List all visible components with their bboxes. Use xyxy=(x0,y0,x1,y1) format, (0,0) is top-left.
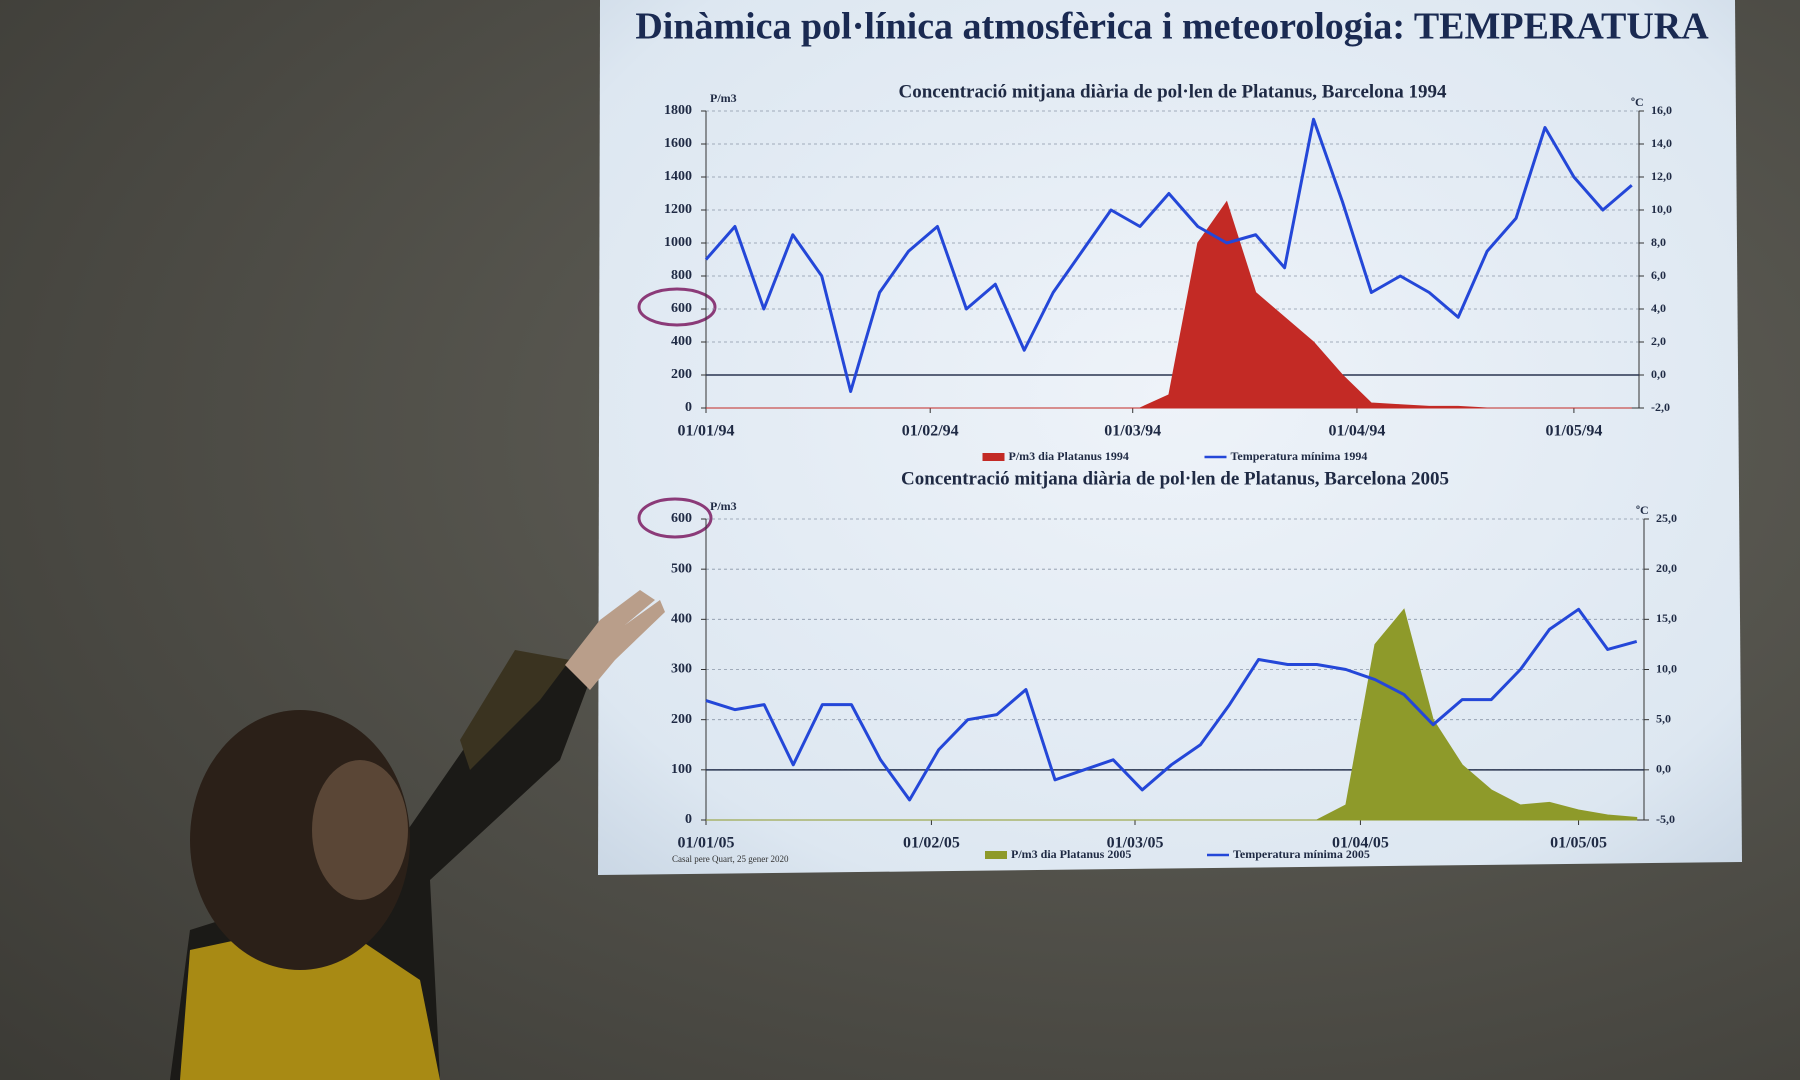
y-tick-label: 400 xyxy=(671,334,692,349)
x-tick-label: 01/01/94 xyxy=(678,423,735,440)
x-tick-label: 01/03/94 xyxy=(1104,423,1161,440)
y2-tick-label: 25,0 xyxy=(1656,511,1677,525)
x-tick-label: 01/04/05 xyxy=(1332,835,1389,852)
highlight-circle xyxy=(637,287,717,327)
y-tick-label: 600 xyxy=(671,511,692,526)
y2-tick-label: 6,0 xyxy=(1651,268,1666,282)
legend-label: P/m3 dia Platanus 2005 xyxy=(1011,847,1131,861)
y2-tick-label: 4,0 xyxy=(1651,301,1666,315)
y-tick-label: 600 xyxy=(671,301,692,316)
chart-title: Concentració mitjana diària de pol·len d… xyxy=(898,81,1447,102)
highlight-circle xyxy=(637,497,713,539)
presenter-hand xyxy=(565,590,665,690)
y-tick-label: 1200 xyxy=(664,202,692,217)
y2-tick-label: 16,0 xyxy=(1651,103,1672,117)
presenter-body xyxy=(180,920,440,1080)
y-tick-label: 1600 xyxy=(664,136,692,151)
y-tick-label: 0 xyxy=(685,812,692,827)
y2-tick-label: 10,0 xyxy=(1656,661,1677,675)
x-tick-label: 01/02/05 xyxy=(903,835,960,852)
x-tick-label: 01/01/05 xyxy=(678,835,735,852)
y2-tick-label: 2,0 xyxy=(1651,334,1666,348)
presenter xyxy=(170,590,665,1080)
presenter-sleeve xyxy=(460,650,570,770)
y2-tick-label: -5,0 xyxy=(1656,812,1675,826)
charts: Concentració mitjana diària de pol·len d… xyxy=(664,81,1677,860)
y2-tick-label: 8,0 xyxy=(1651,235,1666,249)
y2-tick-label: 12,0 xyxy=(1651,169,1672,183)
y2-tick-label: -2,0 xyxy=(1651,400,1670,414)
y-tick-label: 500 xyxy=(671,561,692,576)
y2-tick-label: 10,0 xyxy=(1651,202,1672,216)
y-tick-label: 1800 xyxy=(664,103,692,118)
y2-tick-label: 0,0 xyxy=(1656,762,1671,776)
legend-label: Temperatura mínima 1994 xyxy=(1231,449,1368,463)
y2-axis-label: ºC xyxy=(1636,503,1649,517)
footnote: Casal pere Quart, 25 gener 2020 xyxy=(672,854,789,864)
y2-tick-label: 5,0 xyxy=(1656,711,1671,725)
legend-swatch xyxy=(985,851,1007,859)
pollen-area xyxy=(706,608,1638,821)
temperature-line xyxy=(704,117,1633,393)
y2-tick-label: 15,0 xyxy=(1656,611,1677,625)
x-tick-label: 01/05/94 xyxy=(1545,423,1602,440)
y-axis-label: P/m3 xyxy=(710,91,737,105)
y-tick-label: 200 xyxy=(671,367,692,382)
y-tick-label: 400 xyxy=(671,612,692,627)
y-tick-label: 800 xyxy=(671,268,692,283)
slide-title: Dinàmica pol·línica atmosfèrica i meteor… xyxy=(635,6,1709,48)
y-tick-label: 0 xyxy=(685,400,692,415)
x-tick-label: 01/05/05 xyxy=(1550,835,1607,852)
chart-title: Concentració mitjana diària de pol·len d… xyxy=(901,468,1449,489)
projected-slide xyxy=(598,0,1742,875)
y-tick-label: 1400 xyxy=(664,169,692,184)
y2-tick-label: 0,0 xyxy=(1651,367,1666,381)
y2-tick-label: 14,0 xyxy=(1651,136,1672,150)
x-tick-label: 01/04/94 xyxy=(1328,423,1385,440)
y-tick-label: 200 xyxy=(671,712,692,727)
pollen-area xyxy=(706,200,1632,409)
y-tick-label: 100 xyxy=(671,762,692,777)
y2-tick-label: 20,0 xyxy=(1656,561,1677,575)
temperature-line xyxy=(705,607,1638,802)
y-axis-label: P/m3 xyxy=(710,499,737,513)
legend-label: Temperatura mínima 2005 xyxy=(1233,847,1370,861)
legend-swatch xyxy=(982,453,1005,461)
y-tick-label: 300 xyxy=(671,662,692,677)
presenter-face xyxy=(312,760,408,900)
y-tick-label: 1000 xyxy=(664,235,692,250)
y2-axis-label: ºC xyxy=(1631,95,1644,109)
legend-label: P/m3 dia Platanus 1994 xyxy=(1009,449,1129,463)
x-tick-label: 01/03/05 xyxy=(1107,835,1164,852)
x-tick-label: 01/02/94 xyxy=(902,423,959,440)
